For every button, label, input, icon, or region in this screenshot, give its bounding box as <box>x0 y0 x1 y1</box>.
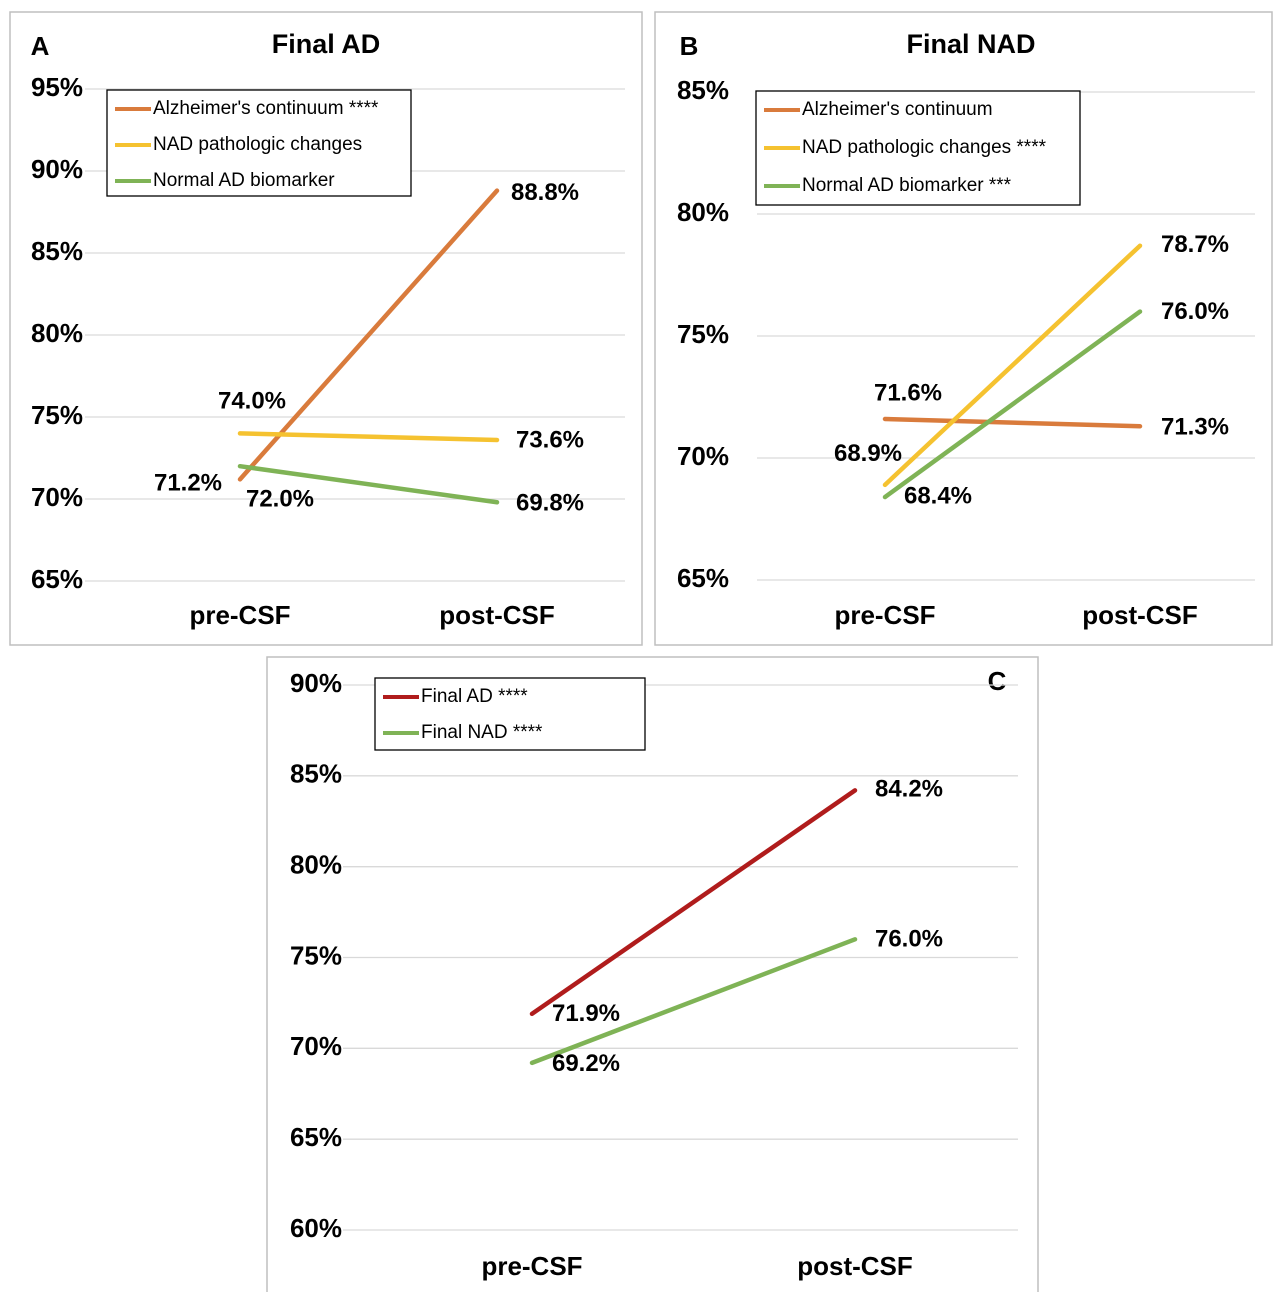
y-tick-label: 80% <box>31 318 83 348</box>
value-label: 76.0% <box>1161 298 1229 325</box>
panel-label: B <box>680 31 699 61</box>
value-label: 69.2% <box>552 1050 620 1077</box>
y-tick-label: 65% <box>290 1122 342 1152</box>
series-line <box>237 431 500 443</box>
value-label: 69.8% <box>516 490 584 517</box>
legend-label: Final NAD **** <box>421 722 543 743</box>
y-tick-label: 85% <box>290 759 342 789</box>
series-line <box>237 188 500 482</box>
series-line <box>529 788 858 1017</box>
chart-title: Final NAD <box>906 29 1035 59</box>
y-tick-label: 60% <box>290 1213 342 1243</box>
value-label: 76.0% <box>875 926 943 953</box>
legend-label: Alzheimer's continuum <box>802 99 993 120</box>
value-label: 73.6% <box>516 426 584 453</box>
x-tick-label: pre-CSF <box>189 600 290 630</box>
legend-box <box>106 89 412 197</box>
y-tick-label: 80% <box>677 197 729 227</box>
chart-title: Final AD <box>272 29 381 59</box>
series-line <box>529 937 858 1066</box>
series-line <box>882 243 1143 488</box>
legend-label: Final AD **** <box>421 686 528 707</box>
x-tick-label: post-CSF <box>797 1251 913 1281</box>
y-tick-label: 70% <box>290 1031 342 1061</box>
y-tick-label: 70% <box>677 441 729 471</box>
panel-border <box>654 11 1273 646</box>
x-tick-label: pre-CSF <box>834 600 935 630</box>
y-tick-label: 70% <box>31 482 83 512</box>
value-label: 84.2% <box>875 776 943 803</box>
legend-label: Normal AD biomarker *** <box>802 175 1012 196</box>
x-tick-label: post-CSF <box>439 600 555 630</box>
value-label: 71.6% <box>874 379 942 406</box>
y-tick-label: 80% <box>290 850 342 880</box>
y-tick-label: 65% <box>31 564 83 594</box>
y-tick-label: 65% <box>677 563 729 593</box>
y-tick-label: 95% <box>31 72 83 102</box>
y-tick-label: 75% <box>290 940 342 970</box>
panel-label: C <box>988 666 1007 696</box>
value-label: 71.9% <box>552 1000 620 1027</box>
legend-label: Normal AD biomarker <box>153 170 335 191</box>
value-label: 71.2% <box>154 470 222 497</box>
legend-box <box>755 90 1081 206</box>
series-line <box>237 463 500 505</box>
value-label: 72.0% <box>246 486 314 513</box>
value-label: 78.7% <box>1161 231 1229 258</box>
panel-border <box>266 656 1039 1292</box>
x-tick-label: pre-CSF <box>481 1251 582 1281</box>
value-label: 68.9% <box>834 440 902 467</box>
value-label: 74.0% <box>218 388 286 415</box>
panel-label: A <box>31 31 50 61</box>
y-tick-label: 85% <box>31 236 83 266</box>
series-line <box>882 416 1143 429</box>
series-line <box>882 309 1143 500</box>
y-tick-label: 85% <box>677 75 729 105</box>
legend-label: NAD pathologic changes <box>153 134 362 155</box>
y-tick-label: 75% <box>677 319 729 349</box>
legend-label: NAD pathologic changes **** <box>802 137 1047 158</box>
y-tick-label: 90% <box>31 154 83 184</box>
legend-label: Alzheimer's continuum **** <box>153 98 379 119</box>
value-label: 88.8% <box>511 179 579 206</box>
value-label: 68.4% <box>904 482 972 509</box>
y-tick-label: 90% <box>290 668 342 698</box>
x-tick-label: post-CSF <box>1082 600 1198 630</box>
y-tick-label: 75% <box>31 400 83 430</box>
panel-border <box>9 11 643 646</box>
value-label: 71.3% <box>1161 414 1229 441</box>
legend-box <box>374 677 646 751</box>
